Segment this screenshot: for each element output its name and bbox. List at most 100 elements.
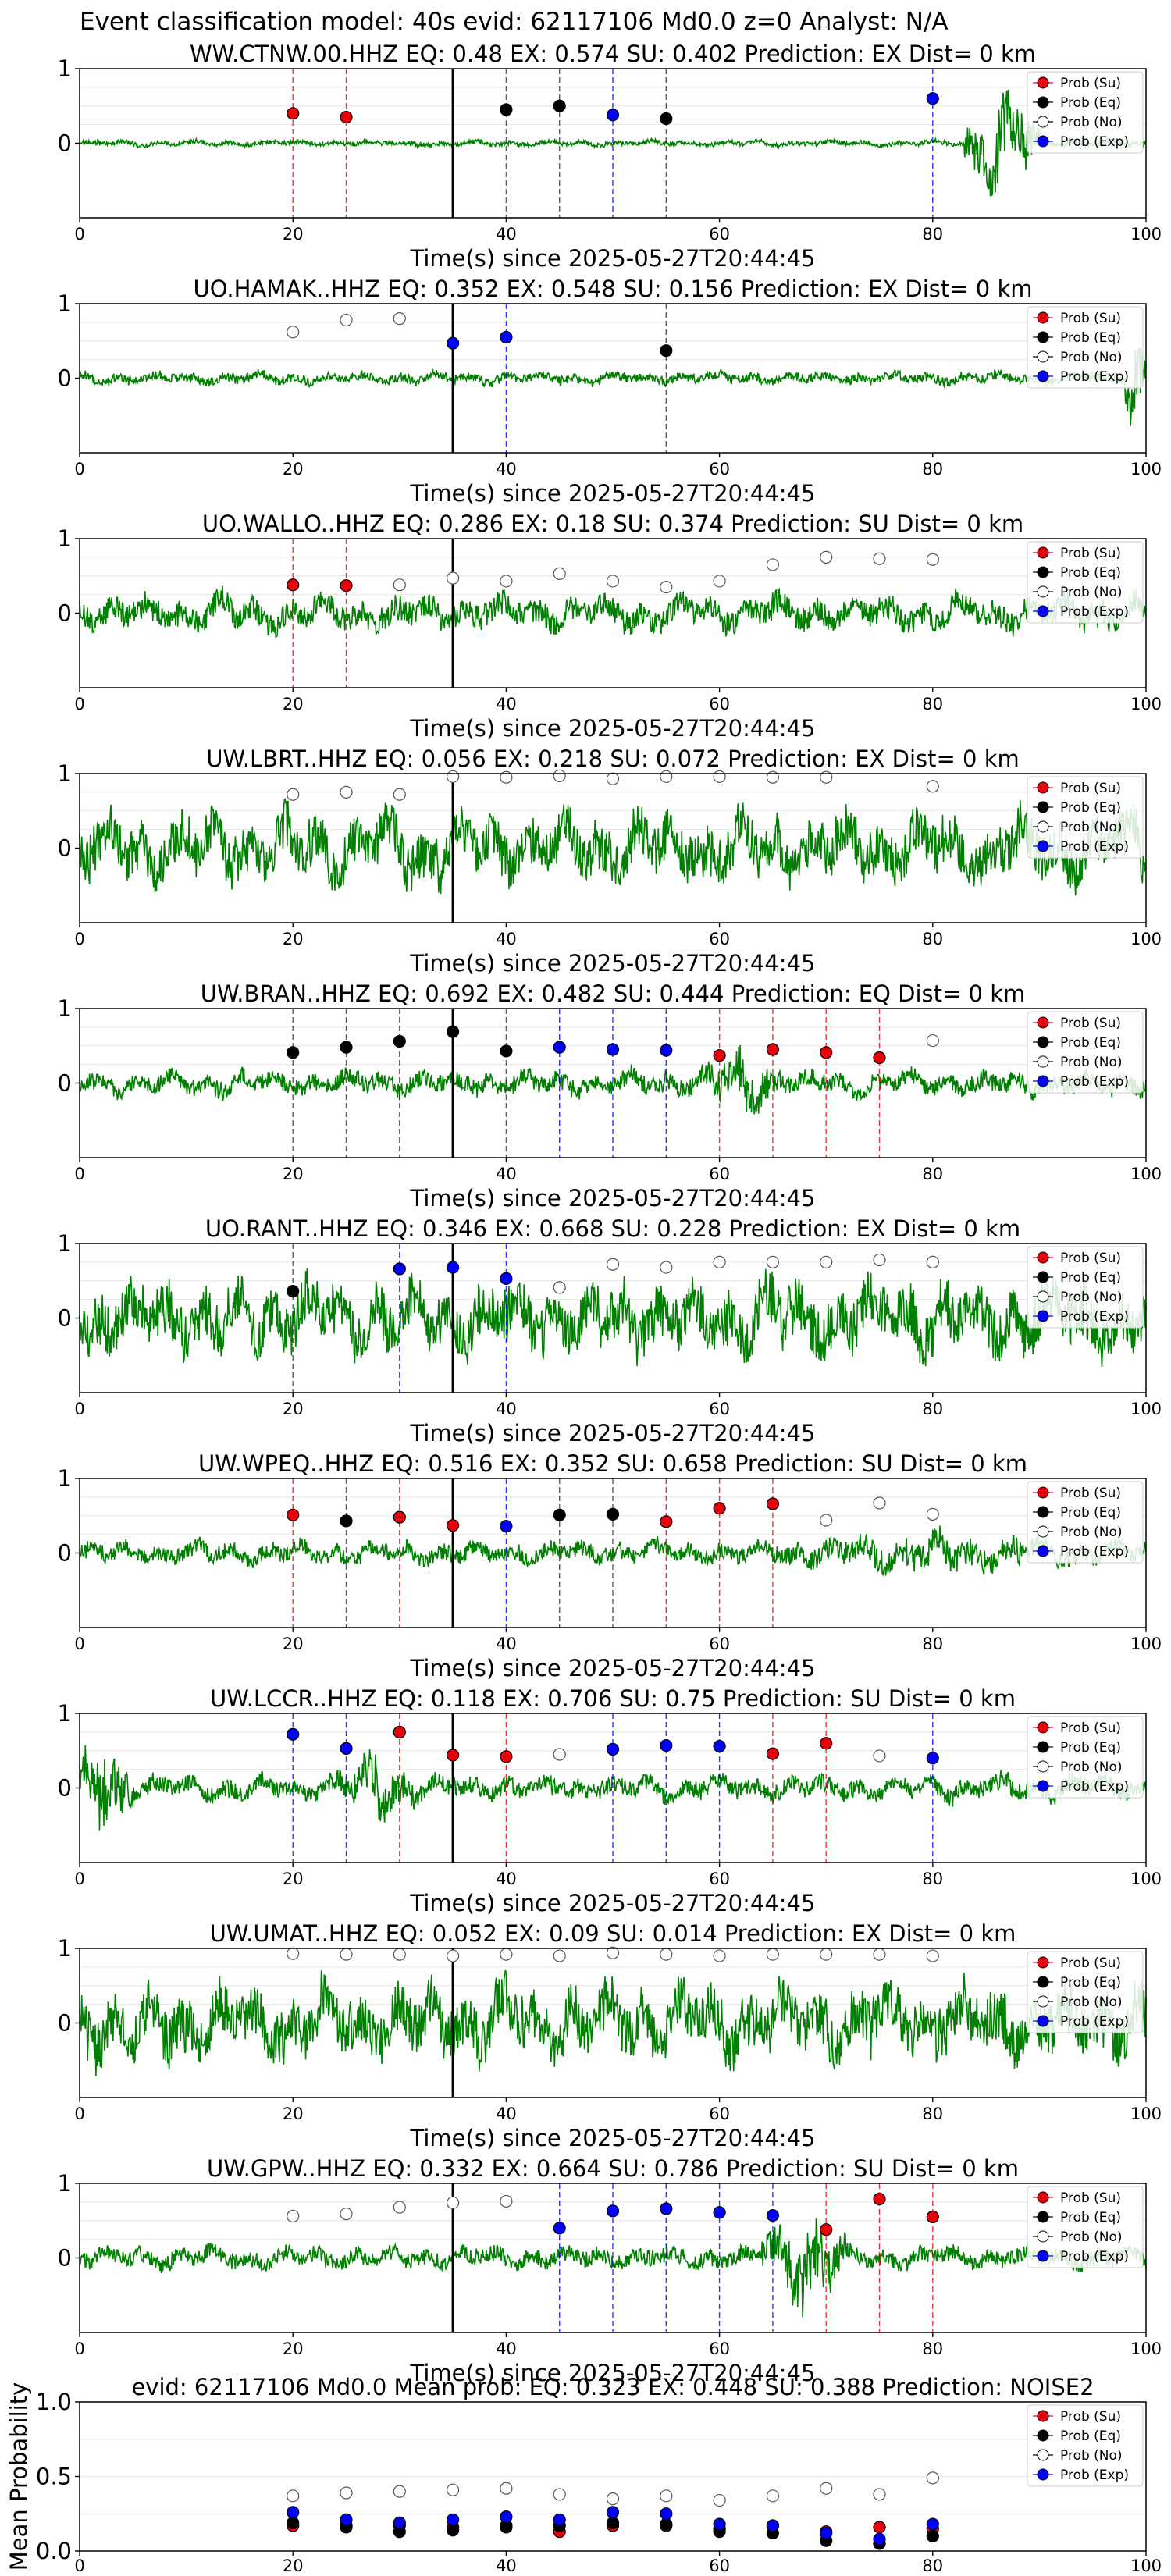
y-tick-label: 0 [58,835,72,862]
legend-marker-su [1037,76,1049,89]
x-tick-label: 100 [1130,695,1162,713]
panel-uw-bran-hhz: UW.BRAN..HHZ EQ: 0.692 EX: 0.482 SU: 0.4… [58,980,1162,1212]
legend-marker-eq [1037,2429,1049,2442]
x-tick-label: 40 [496,2105,517,2123]
y-tick-label: 1 [58,1935,72,1962]
data-point-exp [766,2208,780,2222]
data-point-exp [553,1041,566,1054]
legend-entry-no: Prob (No) [1060,2229,1123,2245]
x-tick-label: 20 [283,460,304,479]
legend-marker-eq [1037,1741,1049,1753]
waveform-trace [79,89,1147,197]
legend-entry-su: Prob (Su) [1060,1720,1121,1736]
x-tick-label: 60 [709,460,730,479]
x-tick-label: 100 [1130,2339,1162,2358]
data-point-no [660,1948,673,1961]
mean-point-exp [446,2513,460,2526]
data-point-exp [553,2222,566,2235]
x-tick-label: 20 [283,1635,304,1653]
legend-box [1027,2404,1144,2487]
mean-point-exp [820,2526,833,2540]
legend-marker-exp [1037,1780,1049,1792]
legend-marker-su [1037,1251,1049,1264]
x-tick-label: 40 [496,930,517,948]
legend-entry-eq: Prob (Eq) [1060,2428,1121,2444]
mean-point-exp [713,2517,726,2531]
data-point-su [340,110,353,124]
data-point-no [713,575,726,588]
data-point-no [926,1949,939,1962]
x-axis-label: Time(s) since 2025-05-27T20:44:45 [410,1420,816,1446]
data-point-no [766,1255,780,1268]
data-point-no [820,1948,833,1961]
data-point-exp [713,1739,726,1753]
mean-point-exp [606,2506,620,2519]
data-point-su [766,1497,780,1510]
waveform-trace [79,1268,1147,1368]
legend-entry-no: Prob (No) [1060,820,1123,835]
x-tick-label: 40 [496,1635,517,1653]
mean-point-eq [287,2516,300,2529]
legend: Prob (Su) Prob (Eq) Prob (No) Prob (Exp) [1027,306,1144,389]
mean-point-exp [926,2517,939,2531]
x-tick-label: 80 [922,930,943,948]
data-point-no [553,769,566,782]
legend-box [1027,776,1144,859]
mean-point-exp [393,2516,406,2529]
panel-uw-gpw-hhz: UW.GPW..HHZ EQ: 0.332 EX: 0.664 SU: 0.78… [58,2155,1162,2386]
legend-marker-exp [1037,605,1049,617]
legend-marker-no [1037,2230,1049,2243]
data-point-exp [606,109,620,122]
data-point-no [660,580,673,594]
legend-entry-eq: Prob (Eq) [1060,1505,1121,1521]
data-point-no [393,1948,406,1961]
legend-entry-eq: Prob (Eq) [1060,2210,1121,2226]
y-tick-label: 0.5 [36,2464,72,2490]
data-point-eq [660,344,673,358]
data-point-eq [500,103,513,116]
panel-title: evid: 62117106 Md0.0 Mean prob: EQ: 0.32… [131,2374,1094,2400]
legend-marker-no [1037,1525,1049,1538]
mean-point-no [713,2493,726,2507]
panel-title: UW.BRAN..HHZ EQ: 0.692 EX: 0.482 SU: 0.4… [201,980,1026,1007]
legend-marker-no [1037,585,1049,598]
data-point-no [660,770,673,783]
legend-marker-exp [1037,2015,1049,2027]
panel-uo-hamak-hhz: UO.HAMAK..HHZ EQ: 0.352 EX: 0.548 SU: 0.… [58,276,1162,507]
panel-title: UW.UMAT..HHZ EQ: 0.052 EX: 0.09 SU: 0.01… [210,1920,1016,1947]
x-axis-label: Time(s) since 2025-05-27T20:44:45 [410,950,816,977]
data-point-no [393,578,406,592]
data-point-no [553,567,566,580]
x-tick-label: 0 [74,2556,84,2575]
x-tick-label: 60 [709,695,730,713]
data-point-exp [660,1044,673,1057]
legend-marker-su [1037,1721,1049,1734]
legend-entry-no: Prob (No) [1060,1055,1123,1070]
legend-marker-no [1037,350,1049,363]
legend-marker-su [1037,781,1049,794]
y-tick-label: 0 [58,600,72,627]
x-tick-label: 0 [74,1165,84,1183]
mean-point-no [393,2485,406,2498]
data-point-eq [340,1514,353,1528]
mean-point-no [340,2486,353,2500]
x-tick-label: 20 [283,225,304,244]
data-point-su [820,1046,833,1059]
mean-point-eq [606,2516,620,2529]
data-point-no [820,1514,833,1527]
legend-entry-exp: Prob (Exp) [1060,1074,1129,1090]
x-tick-label: 60 [709,930,730,948]
legend-marker-eq [1037,1506,1049,1518]
panel-mean-probability: evid: 62117106 Md0.0 Mean prob: EQ: 0.32… [5,2374,1162,2575]
legend-entry-no: Prob (No) [1060,1759,1123,1775]
data-point-no [287,326,300,339]
data-point-exp [660,1738,673,1752]
y-axis-label: Mean Probability [5,2382,32,2571]
legend-entry-eq: Prob (Eq) [1060,1740,1121,1756]
legend-box [1027,1011,1144,1094]
mean-point-no [873,2488,886,2501]
x-tick-label: 80 [922,1165,943,1183]
legend-entry-exp: Prob (Exp) [1060,2249,1129,2265]
data-point-exp [500,330,513,344]
data-point-no [926,553,939,566]
